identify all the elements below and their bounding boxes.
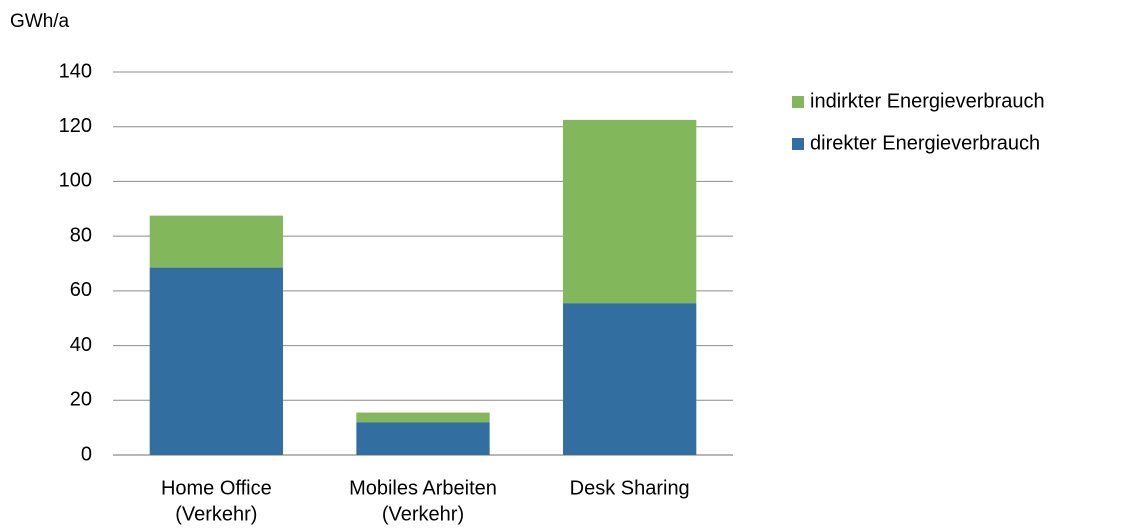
bar-segment (356, 422, 490, 455)
y-tick-label: 120 (59, 115, 92, 137)
x-tick-label: Desk Sharing (570, 477, 690, 499)
y-axis-label: GWh/a (10, 11, 70, 32)
legend-label: indirkter Energieverbrauch (810, 90, 1045, 112)
y-tick-label: 140 (59, 60, 92, 82)
y-tick-label: 20 (70, 389, 92, 411)
y-tick-label: 0 (81, 443, 92, 465)
x-tick-label: Mobiles Arbeiten (349, 477, 497, 499)
y-tick-label: 100 (59, 170, 92, 192)
bar-segment (563, 119, 697, 304)
y-tick-label: 40 (70, 334, 92, 356)
y-tick-label: 60 (70, 279, 92, 301)
x-tick-label: (Verkehr) (175, 503, 257, 525)
y-tick-label: 80 (70, 224, 92, 246)
legend-label: direkter Energieverbrauch (810, 132, 1040, 154)
bar-segment (149, 215, 283, 268)
legend-swatch (792, 138, 804, 150)
bar-segment (563, 303, 697, 455)
x-tick-label: Home Office (161, 477, 272, 499)
bar-segment (149, 267, 283, 455)
bar-segment (356, 412, 490, 423)
legend-swatch (792, 96, 804, 108)
x-tick-label: (Verkehr) (382, 503, 464, 525)
